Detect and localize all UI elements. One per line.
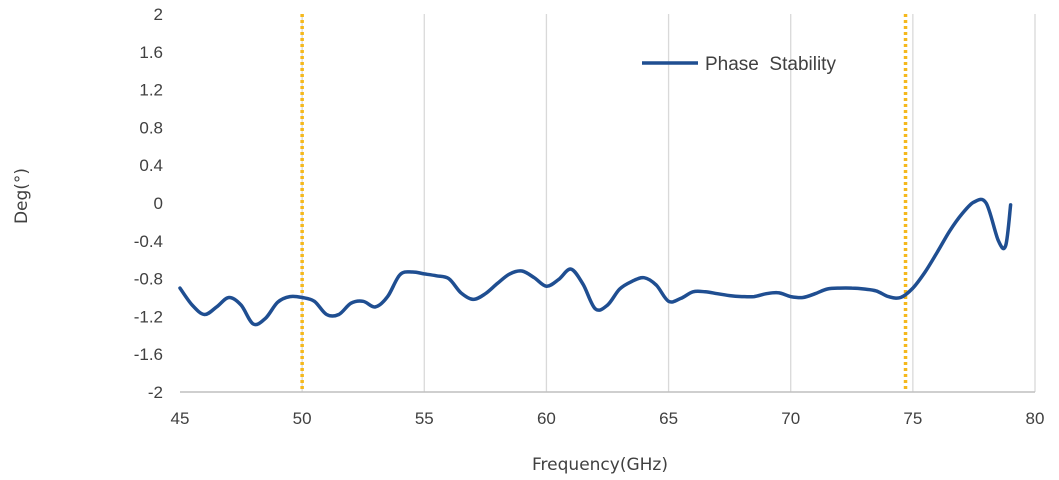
x-tick-label: 80 — [1026, 409, 1045, 428]
y-tick-label: 0.8 — [139, 118, 163, 137]
y-tick-label: -2 — [148, 383, 163, 402]
x-tick-label: 45 — [171, 409, 190, 428]
x-tick-labels: 45 50 55 60 65 70 75 80 — [171, 409, 1045, 428]
x-tick-label: 70 — [781, 409, 800, 428]
y-tick-label: 0 — [154, 194, 163, 213]
y-tick-labels: -2 -1.6 -1.2 -0.8 -0.4 0 0.4 0.8 1.2 1.6 2 — [134, 5, 163, 402]
y-tick-label: -0.4 — [134, 232, 163, 251]
vertical-gridlines — [301, 14, 1036, 392]
x-tick-label: 55 — [415, 409, 434, 428]
series-layer — [178, 197, 1013, 327]
x-tick-label: 75 — [903, 409, 922, 428]
y-axis-title: Deg(°) — [12, 168, 32, 224]
y-tick-label: 0.4 — [139, 156, 163, 175]
y-tick-label: -1.6 — [134, 345, 163, 364]
y-tick-label: -0.8 — [134, 270, 163, 289]
x-tick-label: 65 — [659, 409, 678, 428]
legend: Phase Stability — [642, 54, 836, 75]
y-tick-label: 1.2 — [139, 81, 163, 100]
series-line-phase-stability — [178, 197, 1013, 327]
y-tick-label: 1.6 — [139, 43, 163, 62]
y-tick-label: -1.2 — [134, 307, 163, 326]
y-tick-label: 2 — [154, 5, 163, 24]
x-tick-label: 60 — [537, 409, 556, 428]
x-tick-label: 50 — [293, 409, 312, 428]
x-axis-title: Frequency(GHz) — [532, 455, 668, 475]
legend-label: Phase Stability — [705, 54, 836, 75]
reference-lines — [300, 14, 908, 392]
